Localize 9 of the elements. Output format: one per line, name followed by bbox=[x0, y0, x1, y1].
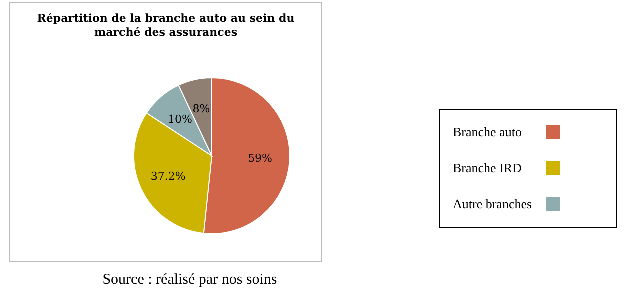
legend-label: Branche IRD bbox=[453, 160, 522, 176]
data-label: 37.2% bbox=[150, 170, 186, 184]
data-label: 59% bbox=[248, 152, 273, 166]
legend-label: Branche auto bbox=[453, 124, 522, 140]
data-label: 8% bbox=[192, 102, 210, 116]
data-label: 10% bbox=[168, 112, 193, 126]
legend-label: Autre branches bbox=[453, 196, 532, 212]
source-note: Source : réalisé par nos soins bbox=[102, 272, 278, 288]
chart-title: Répartition de la branche auto au sein du marché des assurances bbox=[37, 12, 295, 39]
